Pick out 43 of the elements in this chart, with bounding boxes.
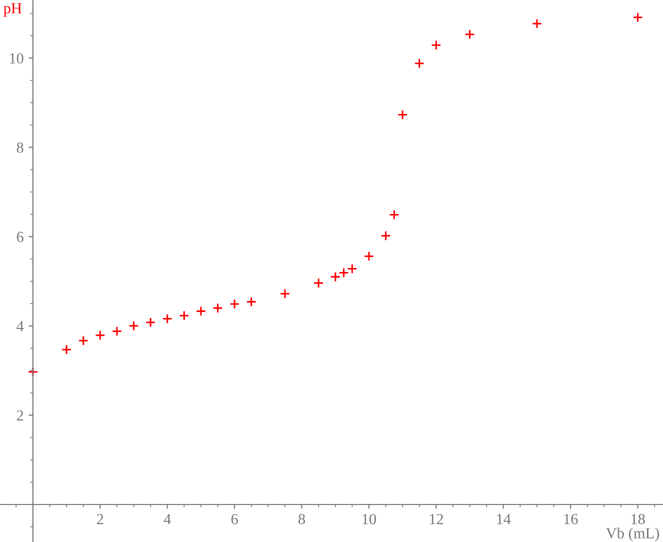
point <box>397 110 408 120</box>
point <box>128 320 139 332</box>
x-tick-label: 16 <box>564 514 578 524</box>
point <box>380 230 391 241</box>
point <box>246 296 257 307</box>
point <box>632 12 643 23</box>
x-tick-label: 14 <box>497 514 511 524</box>
x-tick-label: 10 <box>362 514 376 524</box>
point <box>196 306 206 316</box>
point <box>330 272 341 282</box>
x-tick-label: 6 <box>231 514 238 524</box>
point <box>364 251 374 262</box>
x-tick-label: 4 <box>164 514 171 524</box>
x-tick-label: 12 <box>430 514 443 524</box>
y-tick-label: 2 <box>16 410 24 421</box>
point <box>464 29 475 40</box>
y-axis-title: pH <box>4 3 22 17</box>
point <box>162 314 173 324</box>
x-tick-label: 2 <box>96 514 104 524</box>
point <box>178 310 190 321</box>
point <box>61 344 72 355</box>
point <box>431 40 442 50</box>
point <box>94 330 106 340</box>
x-axis-title: Vb (mL) <box>606 528 660 542</box>
y-tick-label: 10 <box>10 53 24 64</box>
point <box>414 58 425 69</box>
point <box>78 335 88 346</box>
x-tick-label: 8 <box>298 514 305 524</box>
x-tick-label: 18 <box>632 514 645 524</box>
point <box>532 18 542 29</box>
point <box>280 288 290 299</box>
point <box>347 264 358 274</box>
point <box>313 278 324 288</box>
point <box>212 302 223 314</box>
point <box>389 210 400 220</box>
y-tick-label: 6 <box>16 232 24 242</box>
y-tick-label: 4 <box>16 321 24 332</box>
point <box>338 268 349 278</box>
point <box>28 366 38 378</box>
point <box>145 317 156 328</box>
y-tick-label: 8 <box>16 142 24 153</box>
point <box>112 326 122 336</box>
point <box>229 298 240 310</box>
